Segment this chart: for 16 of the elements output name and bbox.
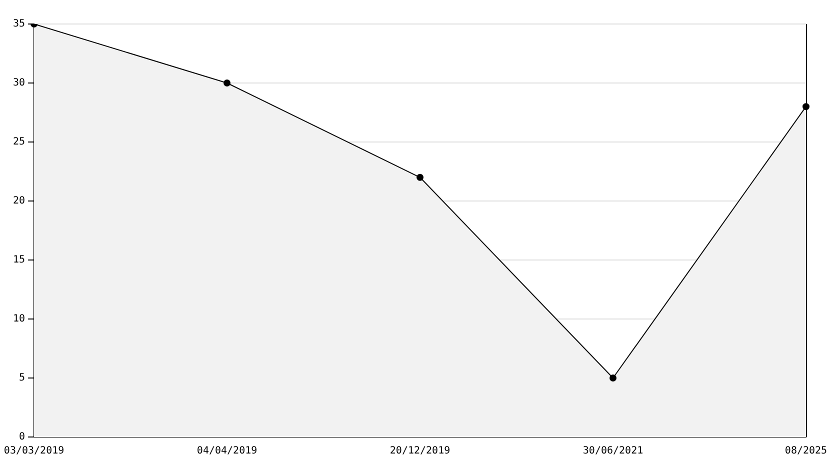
x-tick-label: 08/2025 xyxy=(784,446,828,457)
y-tick-label: 35 xyxy=(12,18,26,30)
point xyxy=(416,174,424,181)
y-tick-label: 10 xyxy=(12,314,26,325)
x-tick-label: 30/06/2021 xyxy=(582,446,644,457)
y-tick-label: 5 xyxy=(19,372,26,384)
point xyxy=(610,374,617,382)
y-tick-label: 0 xyxy=(19,432,26,443)
point xyxy=(224,80,231,86)
x-tick-label: 03/03/2019 xyxy=(4,446,64,457)
y-tick-label: 30 xyxy=(12,78,26,89)
x-tick-label: 04/04/2019 xyxy=(196,446,258,457)
y-tick-label: 15 xyxy=(12,254,26,266)
y-tick-label: 20 xyxy=(12,196,26,207)
x-tick-label: 20/12/2019 xyxy=(390,446,450,457)
y-tick-label: 25 xyxy=(12,136,26,148)
